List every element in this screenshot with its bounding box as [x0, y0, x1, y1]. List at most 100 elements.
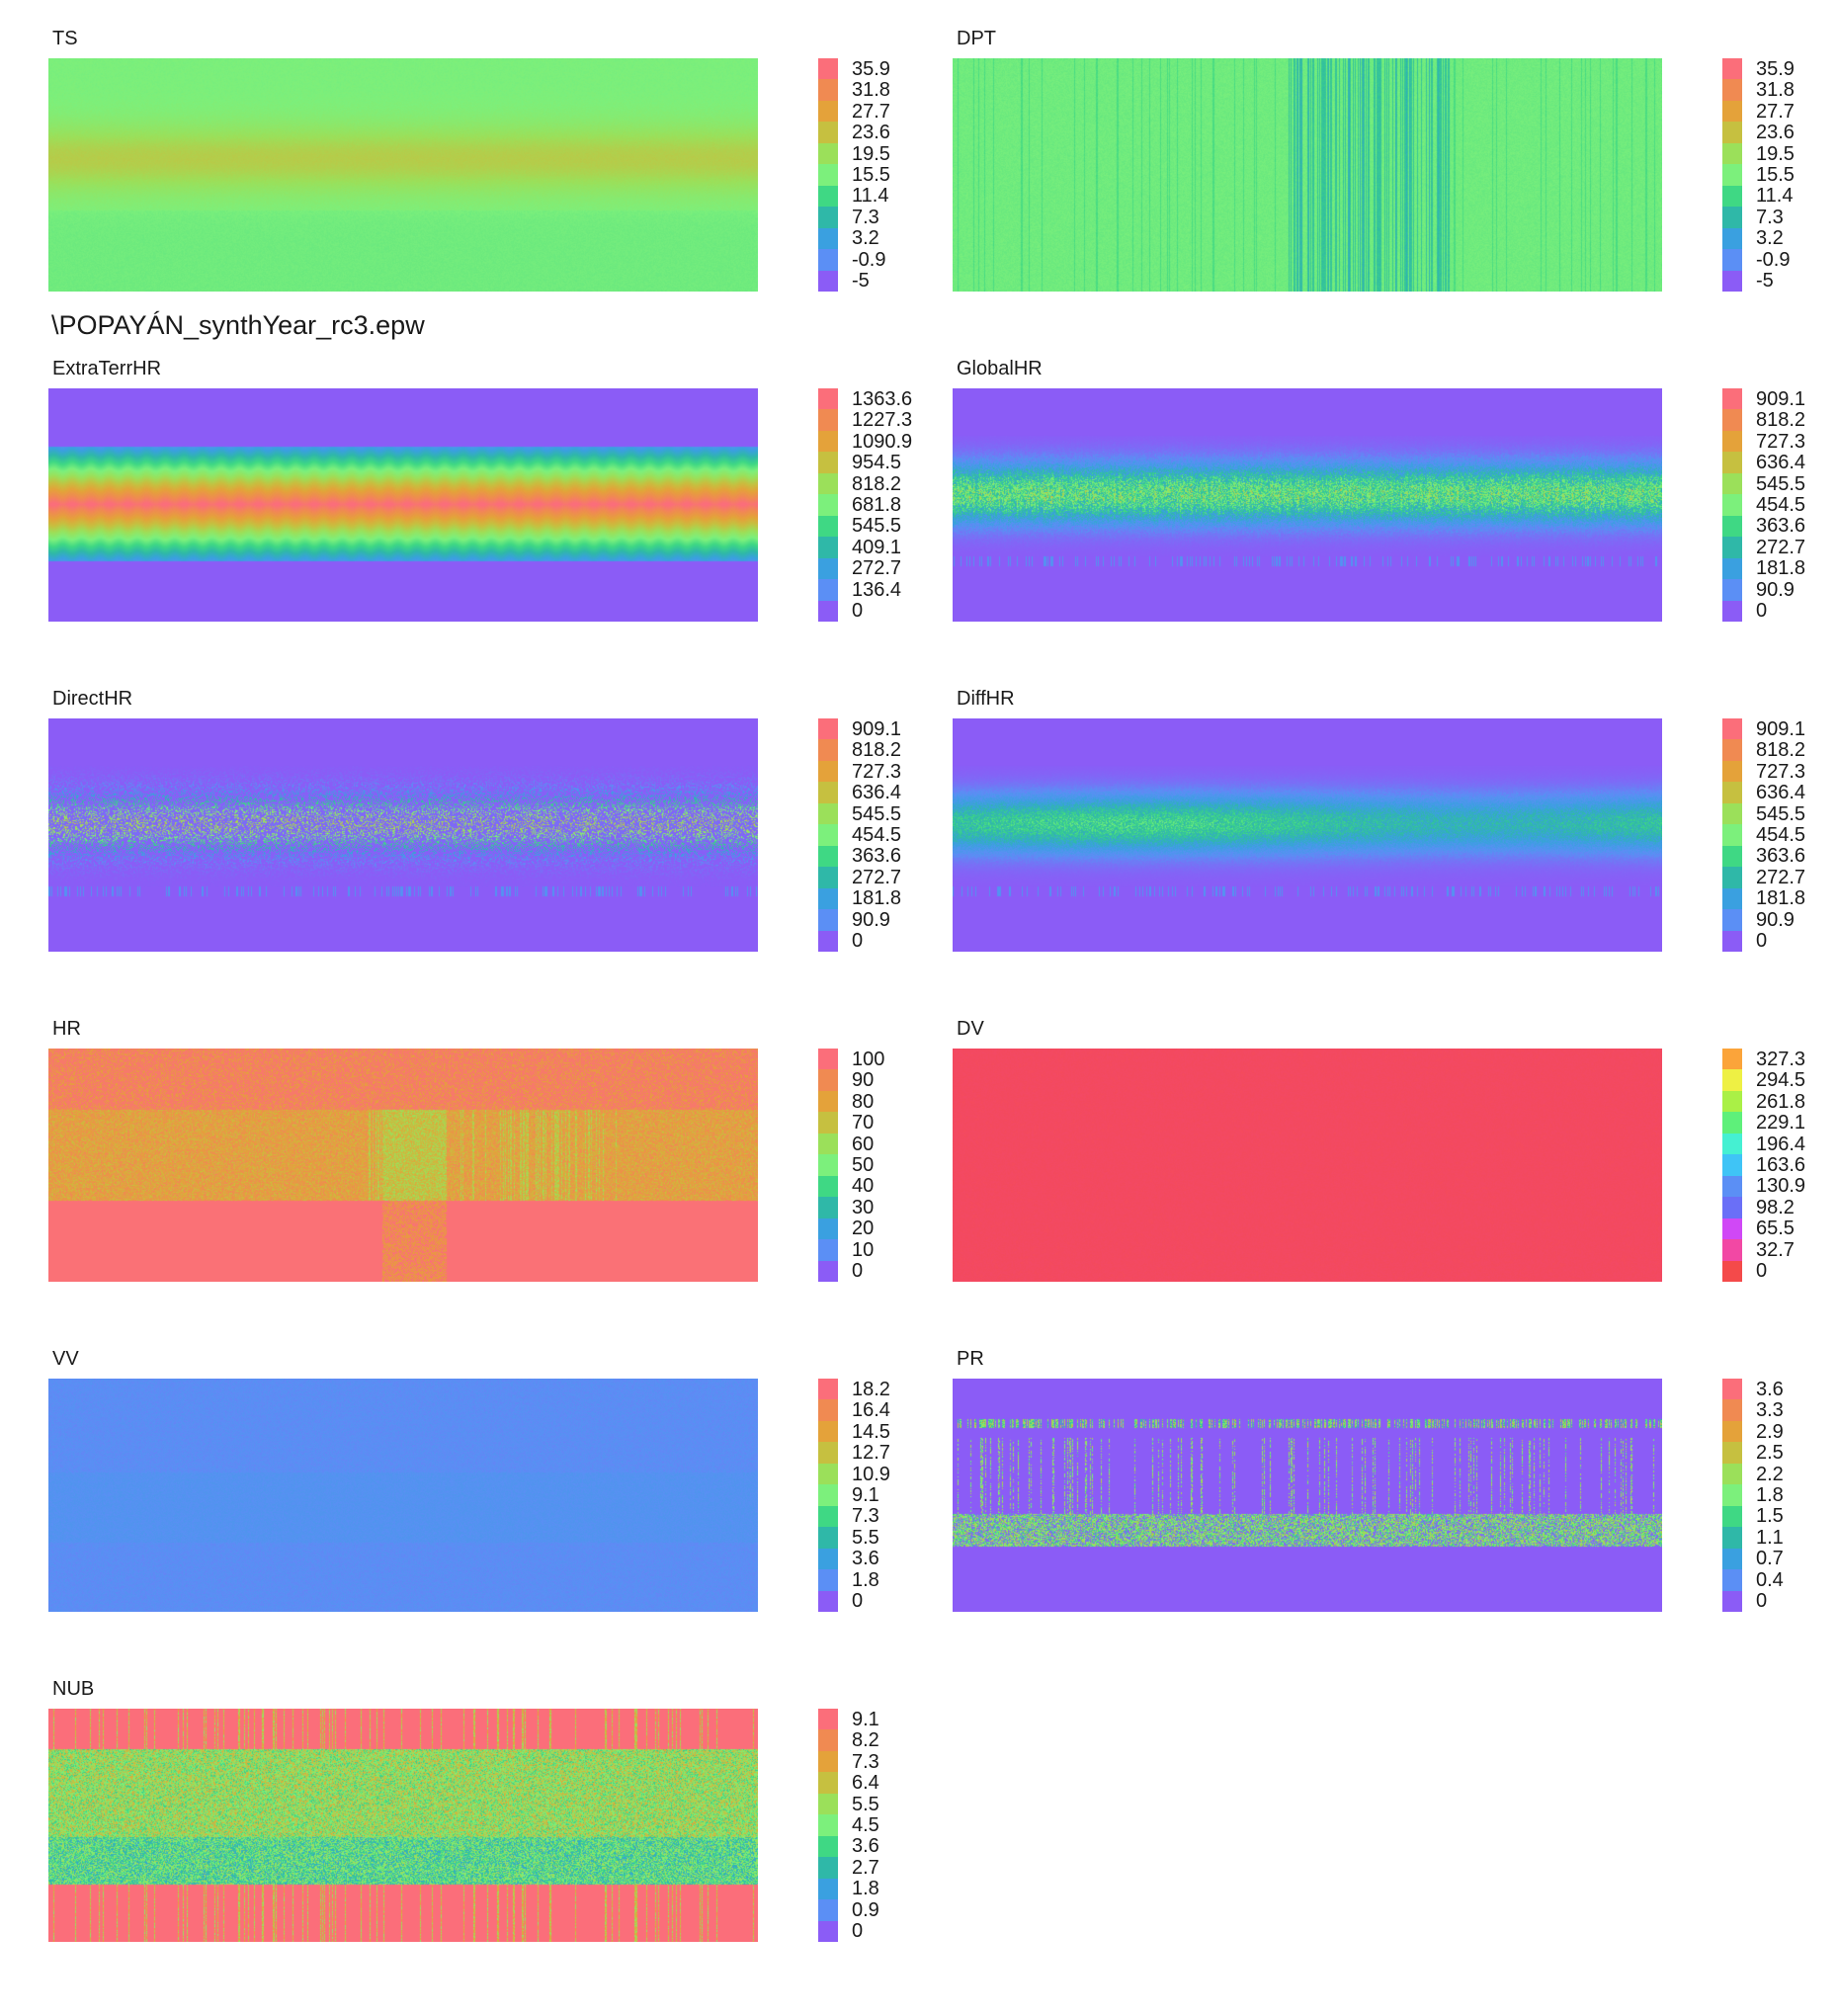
panel-title: DiffHR [957, 688, 1015, 710]
legend-tick-label: 0 [1756, 930, 1768, 953]
legend-swatch [1722, 600, 1742, 622]
legend-swatch [1722, 1218, 1742, 1240]
legend-swatch [818, 452, 838, 473]
legend-swatch [1722, 1590, 1742, 1612]
legend-swatch [818, 1878, 838, 1900]
heatmap-plot [953, 1049, 1662, 1282]
legend-swatch [818, 1899, 838, 1921]
legend-tick-label: 15.5 [852, 164, 890, 186]
legend-tick-label: 0 [1756, 1260, 1768, 1283]
legend-swatch [818, 1239, 838, 1261]
legend-swatch [1722, 494, 1742, 516]
panel-title: GlobalHR [957, 358, 1043, 379]
legend-swatch [818, 142, 838, 165]
legend-tick-label: -0.9 [1756, 248, 1791, 271]
heatmap-plot [48, 1709, 758, 1942]
legend-swatch [818, 1175, 838, 1198]
legend-swatch [1722, 718, 1742, 740]
legend-tick-label: 181.8 [1756, 887, 1806, 910]
legend-tick-label: 27.7 [852, 100, 890, 123]
legend-tick-label: 8.2 [852, 1729, 879, 1752]
legend-swatch [818, 58, 838, 80]
legend-tick-label: 60 [852, 1133, 875, 1155]
legend-swatch [1722, 887, 1742, 910]
legend-tick-label: 100 [852, 1048, 885, 1070]
legend-tick-label: 18.2 [852, 1378, 890, 1400]
legend-swatch [818, 1729, 838, 1751]
legend-swatch [1722, 1069, 1742, 1091]
legend-tick-label: 545.5 [852, 515, 902, 538]
legend-swatch [818, 1463, 838, 1485]
legend-colorbar [1722, 58, 1742, 292]
legend-swatch [1722, 557, 1742, 580]
legend-tick-label: 32.7 [1756, 1238, 1795, 1261]
legend-colorbar [818, 1379, 838, 1612]
legend-swatch [818, 1442, 838, 1464]
legend-tick-label: 3.3 [1756, 1399, 1784, 1422]
legend-tick-label: 454.5 [1756, 494, 1806, 516]
legend-colorbar [818, 388, 838, 622]
legend-swatch [818, 1379, 838, 1400]
legend-swatch [1722, 1569, 1742, 1591]
legend-swatch [1722, 227, 1742, 250]
legend-swatch [818, 430, 838, 453]
legend-swatch [818, 1548, 838, 1570]
legend-swatch [1722, 249, 1742, 271]
legend-tick-label: 2.2 [1756, 1463, 1784, 1485]
legend-colorbar [1722, 1379, 1742, 1612]
legend-swatch [1722, 1175, 1742, 1198]
legend-swatch [818, 1069, 838, 1091]
legend-tick-label: 272.7 [852, 557, 902, 580]
heatmap-plot [48, 1049, 758, 1282]
legend-tick-label: 19.5 [1756, 142, 1795, 165]
legend-tick-label: 363.6 [1756, 845, 1806, 868]
legend-tick-label: 3.6 [852, 1835, 879, 1858]
heatmap-plot [48, 1379, 758, 1612]
legend-tick-label: 3.6 [852, 1548, 879, 1570]
legend-tick-label: -5 [852, 270, 870, 293]
legend-tick-label: 545.5 [852, 802, 902, 825]
legend-tick-label: 23.6 [1756, 122, 1795, 144]
legend-swatch [1722, 164, 1742, 186]
legend-tick-label: 909.1 [1756, 717, 1806, 740]
legend-swatch [818, 1569, 838, 1591]
legend-tick-label: 0 [852, 930, 864, 953]
legend-swatch [818, 185, 838, 208]
legend-tick-label: -0.9 [852, 248, 886, 271]
legend-swatch [1722, 515, 1742, 538]
heatmap-plot [48, 718, 758, 952]
legend-swatch [818, 122, 838, 143]
legend-swatch [1722, 1505, 1742, 1528]
legend-swatch [818, 1399, 838, 1421]
legend-swatch [818, 1260, 838, 1282]
legend-swatch [818, 1505, 838, 1528]
legend-swatch [818, 1133, 838, 1155]
legend-tick-label: 31.8 [852, 79, 890, 102]
legend-tick-label: 11.4 [852, 185, 889, 208]
legend-swatch [818, 409, 838, 431]
legend-tick-label: 1090.9 [852, 430, 913, 453]
heatmap-plot [48, 388, 758, 622]
legend-tick-label: 363.6 [1756, 515, 1806, 538]
legend-colorbar [818, 1049, 838, 1282]
legend-tick-label: 454.5 [1756, 824, 1806, 846]
legend-swatch [818, 887, 838, 910]
legend-swatch [818, 1049, 838, 1070]
legend-swatch [1722, 824, 1742, 846]
legend-tick-label: 23.6 [852, 122, 890, 144]
legend-tick-label: 818.2 [852, 472, 902, 495]
legend-swatch [818, 600, 838, 622]
legend-swatch [1722, 782, 1742, 803]
heatmap-plot [48, 58, 758, 292]
legend-swatch [818, 1857, 838, 1879]
legend-swatch [818, 782, 838, 803]
legend-swatch [818, 1154, 838, 1176]
legend-tick-label: 14.5 [852, 1420, 890, 1443]
legend-tick-label: 65.5 [1756, 1218, 1795, 1240]
panel-title: DirectHR [52, 688, 133, 710]
legend-swatch [1722, 409, 1742, 431]
legend-tick-label: 545.5 [1756, 802, 1806, 825]
legend-swatch [1722, 1463, 1742, 1485]
legend-tick-label: 272.7 [1756, 536, 1806, 558]
legend-swatch [818, 867, 838, 888]
